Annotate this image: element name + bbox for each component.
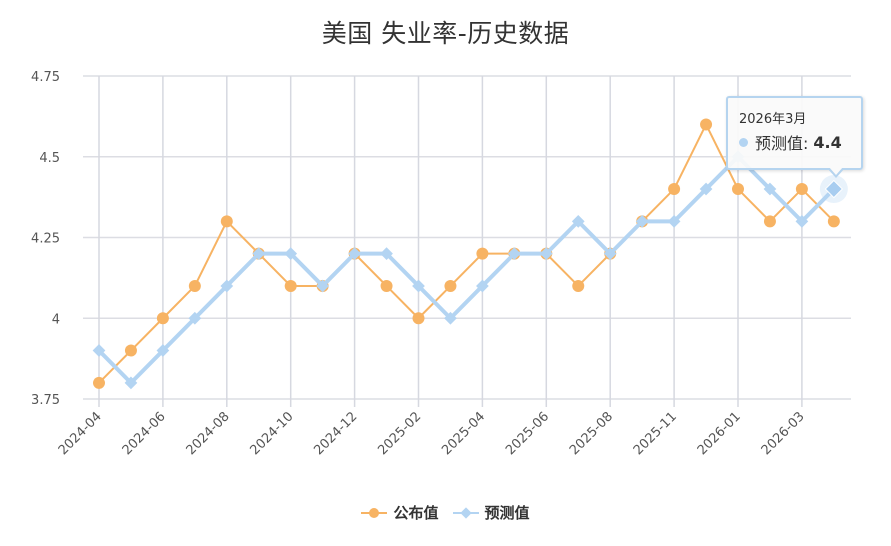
y-tick-label: 4.75 <box>31 70 60 85</box>
data-point[interactable] <box>412 312 425 325</box>
x-tick-label: 2025-08 <box>567 409 616 458</box>
data-point[interactable] <box>316 279 330 293</box>
tooltip-series-dot-icon <box>739 137 748 147</box>
tooltip-title: 2026年3月 <box>739 112 807 127</box>
gridlines <box>83 75 851 407</box>
data-point[interactable] <box>444 311 457 325</box>
tooltip: 2026年3月 预测值: 4.4 <box>726 96 863 170</box>
data-point[interactable] <box>700 118 713 131</box>
circle-marker-icon <box>361 506 388 520</box>
legend-item-published[interactable]: 公布值 <box>361 502 439 523</box>
series-layer <box>92 118 848 390</box>
legend-label-published: 公布值 <box>393 504 439 522</box>
data-point[interactable] <box>156 312 169 325</box>
tooltip-series-label: 预测值: <box>755 134 809 153</box>
y-tick-label: 4 <box>52 312 60 327</box>
y-tick-label: 4.25 <box>31 232 60 247</box>
x-tick-label: 2026-01 <box>695 409 744 458</box>
data-point[interactable] <box>124 376 138 390</box>
tooltip-row: 预测值: 4.4 <box>739 130 861 154</box>
x-axis: 2024-04 2024-06 2024-08 2024-10 2024-12 2025-… <box>56 409 808 458</box>
data-point[interactable] <box>732 183 744 196</box>
diamond-marker-icon <box>452 506 479 520</box>
data-point[interactable] <box>93 376 105 389</box>
data-point[interactable] <box>348 247 361 261</box>
y-tick-label: 3.75 <box>31 393 60 408</box>
data-point[interactable] <box>252 247 266 261</box>
x-tick-label: 2025-04 <box>439 409 488 458</box>
x-tick-label: 2024-04 <box>56 409 105 458</box>
data-point[interactable] <box>220 279 234 293</box>
data-point[interactable] <box>284 279 297 292</box>
data-point[interactable] <box>284 247 298 261</box>
data-point[interactable] <box>380 279 393 292</box>
x-tick-label: 2026-03 <box>759 409 808 458</box>
tooltip-value: 4.4 <box>813 132 842 152</box>
data-point[interactable] <box>668 183 681 196</box>
data-point[interactable] <box>444 279 457 292</box>
x-tick-label: 2025-02 <box>375 409 424 458</box>
legend-label-forecast: 预测值 <box>484 504 530 522</box>
data-point[interactable] <box>763 215 776 228</box>
y-tick-label: 4.5 <box>39 151 60 166</box>
data-point[interactable] <box>476 279 489 293</box>
data-point[interactable] <box>188 279 201 292</box>
data-point[interactable] <box>92 344 106 357</box>
data-point[interactable] <box>572 279 585 292</box>
data-point[interactable] <box>188 311 202 325</box>
data-point[interactable] <box>827 215 840 228</box>
data-point[interactable] <box>476 247 489 260</box>
hovered-data-point[interactable] <box>824 179 844 199</box>
data-point[interactable] <box>795 183 808 196</box>
data-point[interactable] <box>124 344 137 357</box>
data-point[interactable] <box>220 215 233 228</box>
x-tick-label: 2025-06 <box>503 409 552 458</box>
data-point[interactable] <box>156 344 170 357</box>
x-tick-label: 2025-11 <box>631 409 680 458</box>
x-tick-label: 2024-06 <box>120 409 169 458</box>
data-point[interactable] <box>412 279 425 293</box>
x-tick-label: 2024-08 <box>184 409 233 458</box>
legend-item-forecast[interactable]: 预测值 <box>452 502 530 523</box>
data-point[interactable] <box>380 247 393 261</box>
series-line <box>98 123 835 384</box>
y-axis: 4.75 4.5 4.25 4 3.75 <box>31 70 60 408</box>
x-tick-label: 2024-10 <box>248 409 297 458</box>
legend: 公布值 预测值 <box>0 502 891 523</box>
tooltip-pointer-inner <box>829 167 843 175</box>
x-tick-label: 2024-12 <box>311 409 360 458</box>
chart-title: 美国 失业率-历史数据 <box>321 19 570 48</box>
series-line <box>97 154 836 385</box>
